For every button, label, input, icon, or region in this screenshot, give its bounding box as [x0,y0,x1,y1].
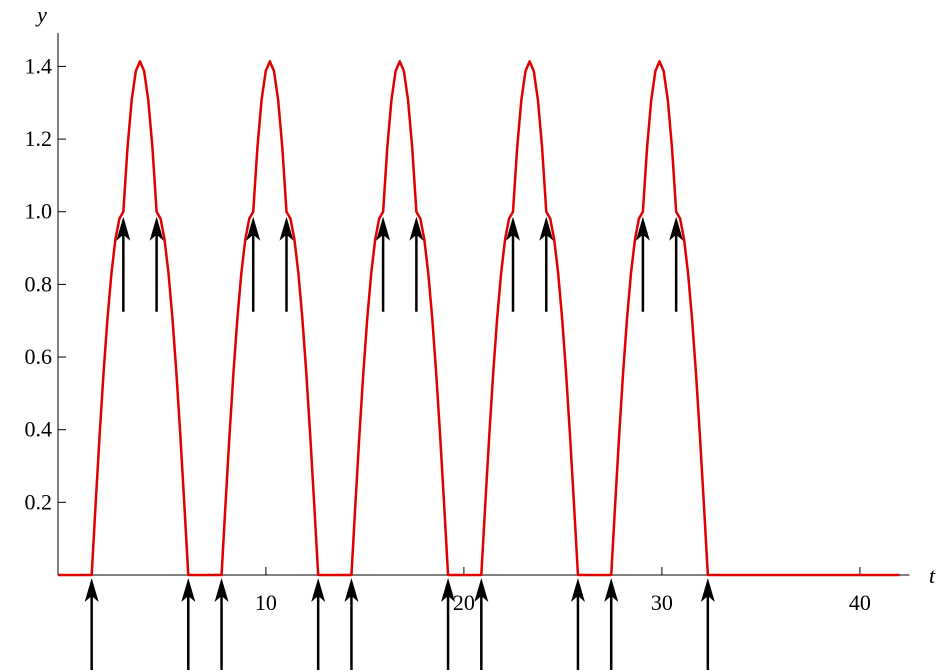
x-axis-label: t [929,563,936,588]
event-arrow [409,216,424,312]
event-arrow-part [570,578,585,602]
event-arrow-part [441,578,456,602]
event-arrow-part [376,216,391,241]
event-arrow [84,578,99,670]
event-arrow [311,578,326,670]
event-arrow [506,216,521,312]
x-tick-label: 40 [849,590,871,615]
event-arrow-part [474,578,489,602]
event-arrow [604,578,619,670]
event-arrow [539,216,554,312]
event-arrow-part [669,216,684,241]
y-tick-label: 1.0 [25,199,53,224]
event-arrow-part [539,216,554,241]
event-arrow-part [409,216,424,241]
y-tick-label: 0.2 [25,489,53,514]
event-arrow [246,216,261,312]
event-arrow [441,578,456,670]
event-arrow-part [311,578,326,602]
y-tick-label: 0.6 [25,344,53,369]
event-arrow [214,578,229,670]
event-arrow [700,578,715,670]
event-arrow-part [700,578,715,602]
y-tick-label: 0.8 [25,271,53,296]
x-tick-label: 30 [651,590,673,615]
event-arrow [635,216,650,312]
event-arrow [181,578,196,670]
event-arrow [149,216,164,312]
event-arrow [116,216,131,312]
x-tick-label: 10 [255,590,277,615]
y-axis-label: y [35,2,47,27]
event-arrow [279,216,294,312]
event-arrow [376,216,391,312]
event-arrow-part [344,578,359,602]
event-arrow-part [635,216,650,241]
y-tick-label: 1.4 [25,53,53,78]
y-tick-label: 0.4 [25,417,53,442]
event-arrow-part [149,216,164,241]
event-arrow-part [214,578,229,602]
event-arrow-part [116,216,131,241]
event-arrow-part [84,578,99,602]
event-arrow-part [181,578,196,602]
event-arrow [570,578,585,670]
event-arrow [474,578,489,670]
event-arrow-part [604,578,619,602]
x-tick-label: 20 [453,590,475,615]
event-arrow-part [279,216,294,241]
event-arrow [669,216,684,312]
y-tick-label: 1.2 [25,126,53,151]
event-arrow [344,578,359,670]
event-arrow-part [506,216,521,241]
event-arrow-part [246,216,261,241]
curve [58,60,900,577]
